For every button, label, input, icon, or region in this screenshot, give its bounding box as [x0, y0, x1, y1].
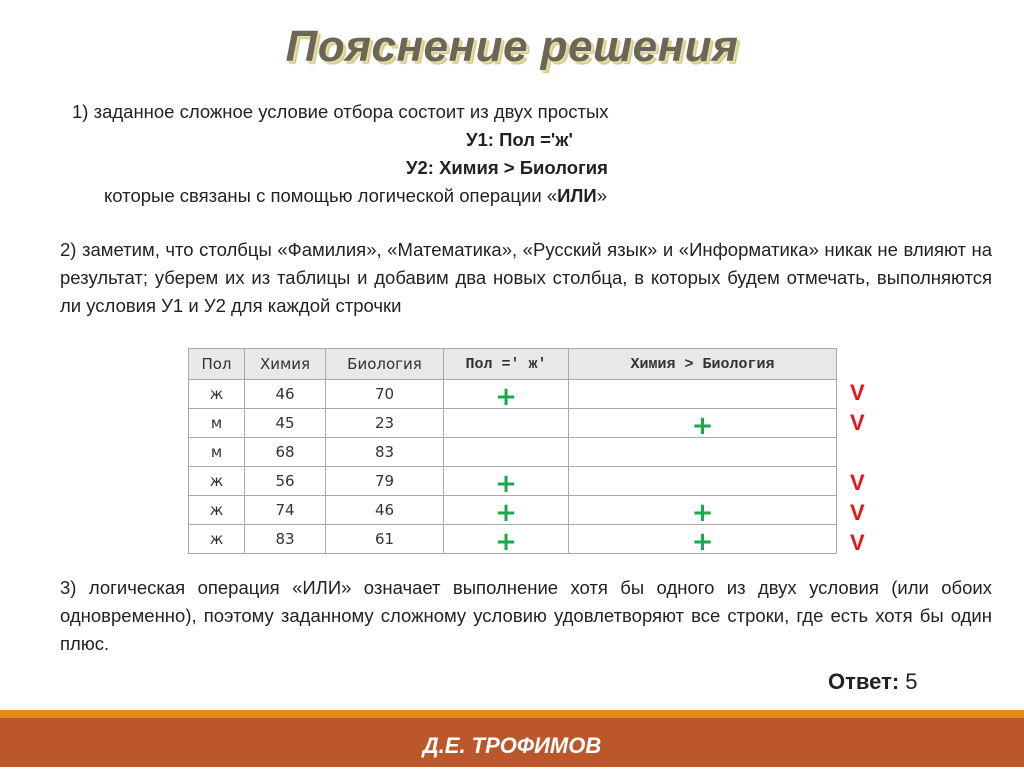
header-biology: Биология [325, 348, 444, 380]
paragraph-2: 2) заметим, что столбцы «Фамилия», «Мате… [60, 239, 992, 316]
footer-stripe [0, 710, 1024, 718]
table-cell: 56 [244, 466, 326, 496]
condition-cell [568, 466, 837, 496]
condition-cell: + [443, 524, 569, 557]
table-cell: 68 [244, 437, 326, 467]
condition-cell: + [443, 495, 569, 528]
text: которые связаны с помощью логической опе… [104, 185, 558, 206]
table-cell: ж [188, 524, 245, 554]
slide-title: Пояснение решения [285, 22, 739, 71]
table-cell: 83 [325, 437, 444, 467]
plus-mark: + [691, 527, 714, 557]
answer: Ответ: 5 [828, 668, 918, 696]
header-chemistry: Химия [244, 348, 326, 380]
table-cell: 83 [244, 524, 326, 554]
table-row: ж 46 70 + [188, 379, 837, 412]
text: » [596, 185, 607, 206]
table-cell: 46 [244, 379, 326, 409]
condition-y1: У1: Пол ='ж' [466, 129, 573, 150]
table-row: ж 74 46 + + [188, 495, 837, 528]
condition-cell [443, 408, 569, 438]
table-row: ж 56 79 + [188, 466, 837, 499]
footer-author: Д.Е. ТРОФИМОВ [0, 718, 1024, 767]
table-cell: ж [188, 495, 245, 525]
row-satisfied-mark: V [850, 470, 865, 495]
table-row: м 45 23 + [188, 408, 837, 441]
paragraph-1-operation: которые связаны с помощью логической опе… [104, 182, 607, 210]
plus-mark: + [495, 469, 517, 499]
header-pol: Пол [188, 348, 245, 380]
table-cell: 23 [325, 408, 444, 438]
table-cell: 70 [325, 379, 444, 409]
row-satisfied-mark: V [850, 530, 865, 555]
answer-value: 5 [905, 669, 918, 694]
operation-name: ИЛИ [557, 185, 597, 206]
answer-label: Ответ: [828, 669, 900, 694]
condition-cell: + [568, 524, 837, 557]
row-satisfied-mark: V [850, 500, 865, 525]
row-satisfied-mark: V [850, 380, 865, 405]
paragraph-3: 3) логическая операция «ИЛИ» означает вы… [60, 577, 992, 654]
plus-mark: + [495, 527, 517, 557]
condition-cell: + [443, 466, 569, 499]
table-cell: 45 [244, 408, 326, 438]
condition-cell [568, 379, 837, 409]
condition-cell: + [443, 379, 569, 412]
table-row: ж 83 61 + + [188, 524, 837, 557]
table-cell: ж [188, 466, 245, 496]
plus-mark: + [495, 382, 517, 412]
table-cell: 79 [325, 466, 444, 496]
table-row: м 68 83 [188, 437, 837, 467]
row-satisfied-mark: V [850, 410, 865, 435]
table-cell: м [188, 408, 245, 438]
table-header-row: Пол Химия Биология Пол =' ж' Химия > Био… [188, 348, 837, 380]
table-cell: ж [188, 379, 245, 409]
data-table: Пол Химия Биология Пол =' ж' Химия > Био… [188, 348, 837, 557]
table-cell: 74 [244, 495, 326, 525]
condition-cell: + [568, 408, 837, 441]
table-cell: м [188, 437, 245, 467]
plus-mark: + [691, 498, 714, 528]
plus-mark: + [495, 498, 517, 528]
condition-y2: У2: Химия > Биология [406, 157, 608, 178]
paragraph-1-line: 1) заданное сложное условие отбора состо… [72, 101, 609, 122]
condition-cell [443, 437, 569, 467]
header-condition-1: Пол =' ж' [443, 348, 569, 380]
condition-cell [568, 437, 837, 467]
plus-mark: + [691, 411, 714, 441]
header-condition-2: Химия > Биология [568, 348, 837, 380]
table-cell: 61 [325, 524, 444, 554]
condition-cell: + [568, 495, 837, 528]
table-cell: 46 [325, 495, 444, 525]
